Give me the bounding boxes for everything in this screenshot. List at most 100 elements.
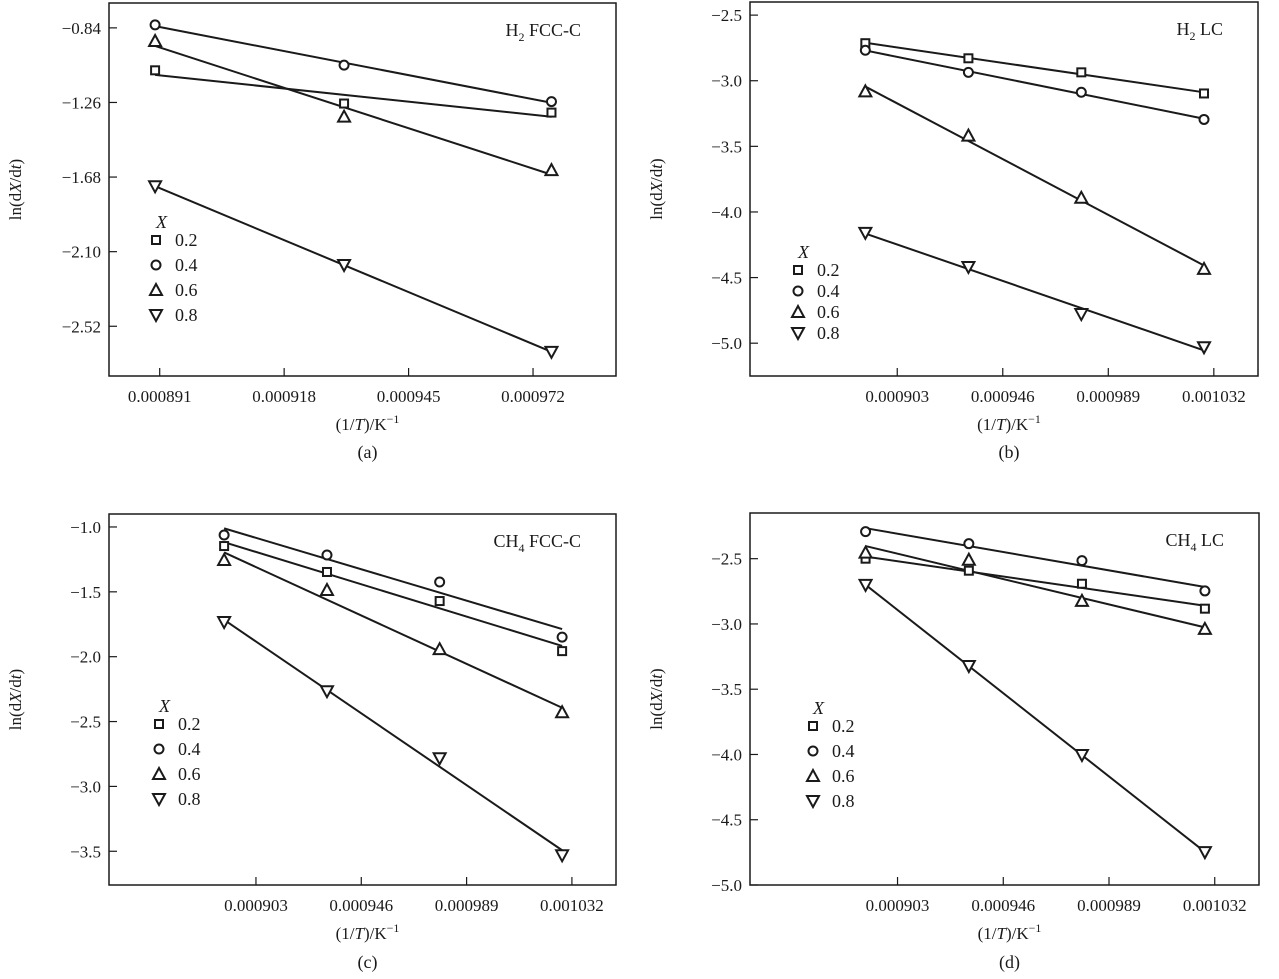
x-axis-title-part: T bbox=[996, 924, 1007, 943]
plot-frame bbox=[108, 513, 617, 886]
data-point-x-0.8 bbox=[147, 180, 163, 195]
data-point-x-0.8 bbox=[431, 752, 448, 767]
legend-marker bbox=[153, 743, 165, 755]
fit-line-x-0.8 bbox=[864, 583, 1206, 853]
x-axis-title-part: T bbox=[354, 415, 365, 434]
data-point-x-0.2 bbox=[219, 541, 230, 552]
y-axis-title-part: X bbox=[647, 691, 666, 703]
y-axis-title-part: ln(d bbox=[647, 702, 666, 730]
y-tick-label: −2.5 bbox=[711, 6, 742, 25]
legend-label: 0.4 bbox=[817, 281, 840, 301]
data-point-x-0.6 bbox=[857, 83, 874, 98]
legend-label: 0.4 bbox=[175, 255, 198, 275]
y-axis-title-part: ln(d bbox=[647, 192, 666, 220]
x-axis-title-part: (1/ bbox=[978, 924, 997, 943]
legend-label: 0.8 bbox=[175, 305, 198, 325]
data-point-x-0.2 bbox=[150, 65, 161, 76]
data-point-x-0.8 bbox=[1196, 341, 1212, 356]
y-tick-label: −1.26 bbox=[62, 93, 101, 112]
legend-label: 0.2 bbox=[175, 230, 198, 250]
fit-line-x-0.8 bbox=[154, 185, 552, 353]
fit-line-x-0.6 bbox=[223, 551, 563, 709]
legend-marker bbox=[148, 309, 164, 324]
x-tick-label: 0.000945 bbox=[377, 387, 441, 406]
y-tick-label: −0.84 bbox=[62, 19, 102, 38]
y-axis-title-part: ln(d bbox=[6, 192, 25, 220]
legend-label: 0.2 bbox=[832, 716, 855, 736]
x-tick-label: 0.000946 bbox=[329, 896, 393, 915]
x-axis-title-part: )/K bbox=[364, 415, 387, 434]
data-point-x-0.2 bbox=[434, 596, 445, 607]
x-tick-label: 0.000903 bbox=[224, 896, 288, 915]
data-point-x-0.8 bbox=[543, 345, 560, 360]
plot-frame bbox=[108, 2, 617, 377]
data-point-x-0.4 bbox=[434, 576, 446, 588]
data-point-x-0.6 bbox=[554, 704, 570, 719]
panel-title-sub: 4 bbox=[518, 541, 524, 555]
y-tick-label: −5.0 bbox=[711, 334, 742, 353]
fit-line-x-0.6 bbox=[154, 44, 552, 176]
panel-d: −2.5 −3.0 −3.5 −4.0 −4.5 −5.0 0.000903 0.000946… bbox=[647, 512, 1260, 973]
x-tick-label: 0.000903 bbox=[866, 896, 930, 915]
y-axis-title-part: X bbox=[6, 692, 25, 704]
y-tick-label: −4.5 bbox=[711, 811, 742, 830]
legend-title: X bbox=[155, 212, 168, 232]
y-tick-label: −3.5 bbox=[711, 137, 742, 156]
data-point-x-0.8 bbox=[960, 260, 977, 276]
data-point-x-0.2 bbox=[1076, 578, 1087, 589]
data-point-x-0.4 bbox=[556, 631, 568, 643]
x-tick-label: 0.001032 bbox=[540, 896, 604, 915]
data-point-x-0.8 bbox=[1074, 748, 1090, 764]
panel-title: H2 LC bbox=[1176, 19, 1223, 43]
x-tick-label: 0.001032 bbox=[1183, 896, 1247, 915]
panel-title-main: CH bbox=[1165, 530, 1190, 550]
fit-line-x-0.4 bbox=[223, 527, 563, 631]
data-point-x-0.8 bbox=[1197, 846, 1213, 861]
y-tick-label: −1.5 bbox=[70, 583, 101, 602]
data-point-x-0.4 bbox=[962, 66, 974, 78]
x-axis-title-part: T bbox=[996, 415, 1007, 434]
y-tick-label: −3.5 bbox=[70, 842, 101, 861]
x-axis-title-part: )/K bbox=[364, 924, 387, 943]
y-axis-title: ln(dX/dt) bbox=[647, 158, 666, 219]
legend-marker bbox=[148, 281, 164, 296]
data-point-x-0.4 bbox=[963, 538, 975, 550]
data-point-x-0.2 bbox=[963, 53, 974, 64]
y-axis-title-part: t bbox=[647, 163, 666, 169]
y-tick-label: −2.52 bbox=[62, 317, 101, 336]
y-tick-label: −2.5 bbox=[70, 713, 101, 732]
x-tick-label: 0.000989 bbox=[435, 896, 499, 915]
y-axis-title: ln(dX/dt) bbox=[647, 668, 666, 729]
y-axis-title-part: t bbox=[647, 673, 666, 679]
y-axis-title: ln(dX/dt) bbox=[6, 159, 25, 220]
y-tick-label: −2.5 bbox=[711, 550, 742, 569]
legend-marker bbox=[805, 795, 821, 810]
x-axis-title-part: −1 bbox=[387, 412, 400, 426]
legend-label: 0.2 bbox=[178, 714, 201, 734]
legend-title: X bbox=[812, 698, 825, 718]
panel-title-main: H bbox=[505, 20, 518, 40]
x-axis-title-part: −1 bbox=[387, 921, 400, 935]
data-point-x-0.4 bbox=[1075, 86, 1087, 98]
y-axis-title-part: ) bbox=[647, 158, 666, 164]
data-point-x-0.6 bbox=[431, 641, 448, 656]
x-tick-label: 0.000946 bbox=[971, 896, 1035, 915]
panel-title: CH4 LC bbox=[1165, 530, 1224, 554]
y-axis-title-part: t bbox=[6, 163, 25, 169]
x-tick-label: 0.000989 bbox=[1077, 896, 1141, 915]
x-axis-title: (1/T)/K−1 bbox=[336, 412, 400, 434]
data-point-x-0.2 bbox=[1199, 88, 1210, 99]
legend-label: 0.8 bbox=[178, 789, 201, 809]
legend-marker bbox=[151, 235, 161, 245]
y-axis-title: ln(dX/dt) bbox=[6, 669, 25, 730]
fit-line-x-0.8 bbox=[865, 232, 1205, 352]
data-point-x-0.4 bbox=[859, 44, 871, 56]
legend-marker bbox=[154, 719, 164, 729]
legend-marker bbox=[792, 285, 804, 297]
x-tick-label: 0.000972 bbox=[501, 387, 565, 406]
legend-label: 0.6 bbox=[832, 766, 855, 786]
legend-marker bbox=[805, 767, 821, 782]
panel-title-rest: LC bbox=[1196, 530, 1224, 550]
data-point-x-0.2 bbox=[321, 566, 332, 577]
